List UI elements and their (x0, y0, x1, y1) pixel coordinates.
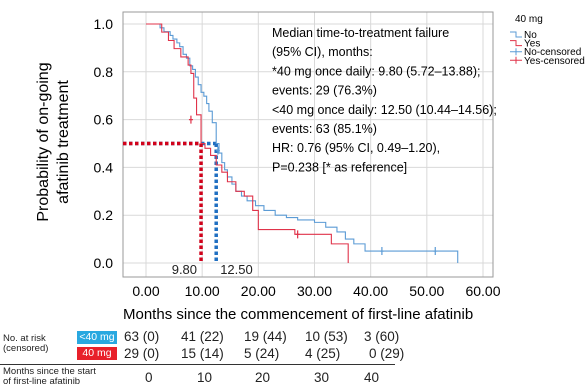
annotation-line-6: HR: 0.76 (95% CI, 0.49–1.20), (272, 141, 440, 155)
legend-swatch-yes-censored (510, 56, 522, 64)
y-axis-label-line1: Probability of on-going (35, 62, 52, 221)
x-axis-label: Months since the commencement of first-l… (123, 306, 473, 323)
legend-swatch-yes (510, 40, 522, 47)
annotation-line-2: *40 mg once daily: 9.80 (5.72–13.88); (272, 64, 480, 78)
risk-row-0-cell-2: 19 (44) (244, 329, 287, 344)
y-tick-label-3: 0.6 (94, 112, 114, 128)
grid (123, 12, 493, 277)
censor-mark-yes-0 (188, 115, 193, 124)
y-tick-label-5: 1.0 (94, 16, 114, 32)
risk-row-0-tag: <40 mg (77, 331, 117, 344)
risk-time-label-line2: of first-line afatinib (3, 376, 81, 387)
censor-marks (188, 115, 438, 256)
x-tick-label-0: 0.00 (132, 283, 159, 299)
legend-item-yes: Yes (510, 39, 540, 50)
x-tick-label-1: 10.00 (185, 283, 220, 299)
legend-item-yes-censored: Yes-censored (510, 56, 585, 67)
risk-time-1: 10 (197, 370, 213, 385)
censor-mark-no-2 (433, 247, 438, 256)
y-tick-labels: 0.0 0.2 0.4 0.6 0.8 1.0 (94, 16, 114, 271)
risk-header: No. at risk (censored) (3, 334, 48, 354)
annotation-line-1: (95% CI), months: (272, 45, 373, 59)
censor-mark-no-0 (215, 146, 220, 155)
x-tick-label-3: 30.00 (297, 283, 332, 299)
x-tick-label-5: 50.00 (409, 283, 444, 299)
median-label-yes: 9.80 (172, 262, 197, 277)
legend-label-no: No (524, 30, 537, 41)
risk-table-divider (0, 364, 395, 365)
curve-yes (146, 23, 349, 263)
risk-row-0-cell-4: 3 (60) (364, 329, 400, 344)
risk-time-label: Months since the start of first-line afa… (3, 367, 96, 387)
risk-row-0-cell-3: 10 (53) (305, 329, 348, 344)
legend-title: 40 mg (515, 14, 543, 25)
y-tick-label-4: 0.8 (94, 64, 114, 80)
median-annotation: Median time-to-treatment failure (95% CI)… (272, 26, 497, 174)
risk-row-1-tag: 40 mg (77, 347, 117, 360)
median-labels: 9.80 12.50 (172, 262, 253, 277)
legend-swatch-no-censored (510, 48, 522, 56)
risk-row-1-cell-3: 4 (25) (305, 346, 341, 361)
legend-item-no-censored: No-censored (510, 47, 581, 58)
annotation-line-3: events: 29 (76.3%) (272, 84, 377, 98)
risk-row-1-cell-0: 29 (0) (124, 346, 160, 361)
annotation-line-4: <40 mg once daily: 12.50 (10.44–14.56); (272, 103, 497, 117)
survival-curves (146, 23, 459, 263)
censor-mark-no-1 (379, 247, 384, 256)
risk-row-0-cell-0: 63 (0) (124, 329, 160, 344)
y-tick-label-1: 0.2 (94, 207, 114, 223)
annotation-line-0: Median time-to-treatment failure (272, 26, 449, 40)
risk-time-label-line1: Months since the start (3, 366, 96, 377)
y-tick-label-0: 0.0 (94, 255, 114, 271)
risk-header-title: No. at risk (3, 333, 46, 344)
risk-time-2: 20 (255, 370, 271, 385)
y-axis-label-line2: afatinib treatment (55, 80, 72, 204)
legend-label-no-censored: No-censored (524, 47, 581, 58)
x-tick-label-6: 60.00 (465, 283, 500, 299)
y-tick-label-2: 0.4 (94, 159, 114, 175)
risk-time-3: 30 (314, 370, 330, 385)
risk-row-1-cell-1: 15 (14) (181, 346, 224, 361)
risk-time-4: 40 (364, 370, 380, 385)
risk-header-subtitle: (censored) (3, 343, 49, 354)
risk-row-1-cell-4: 0 (29) (369, 346, 405, 361)
risk-time-0: 0 (145, 370, 153, 385)
x-tick-label-2: 20.00 (241, 283, 276, 299)
km-chart: 0.0 0.2 0.4 0.6 0.8 1.0 0.00 10.00 20.00 30.00 40… (35, 11, 585, 323)
legend-item-no: No (510, 30, 537, 41)
annotation-line-5: events: 63 (85.1%) (272, 122, 377, 136)
legend-label-yes: Yes (524, 39, 540, 50)
x-tick-labels: 0.00 10.00 20.00 30.00 40.00 50.00 60.00 (132, 283, 500, 299)
censor-mark-yes-1 (295, 230, 300, 239)
risk-row-0-cell-1: 41 (22) (181, 329, 224, 344)
curve-no (146, 23, 459, 263)
legend-swatch-no (510, 31, 522, 38)
legend-label-yes-censored: Yes-censored (524, 56, 585, 67)
risk-row-1-cell-2: 5 (24) (244, 346, 280, 361)
x-tick-label-4: 40.00 (353, 283, 388, 299)
median-label-no: 12.50 (220, 262, 253, 277)
annotation-line-7: P=0.238 [* as reference] (272, 160, 407, 174)
